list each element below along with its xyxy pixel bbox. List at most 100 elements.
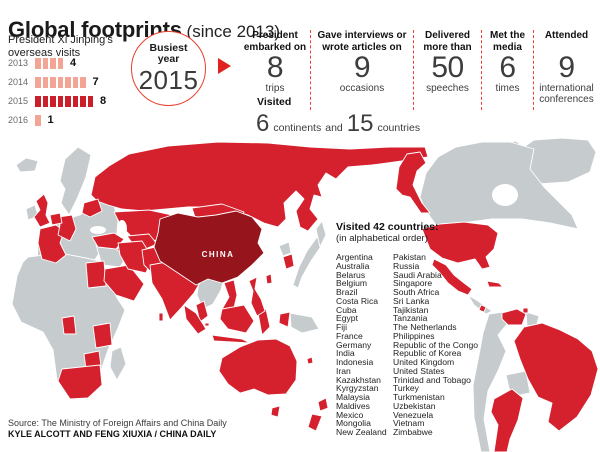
continents-count: 6 — [256, 110, 270, 137]
stat-label: international — [539, 83, 594, 94]
bar-cells — [35, 95, 93, 107]
map-region-south-america-west — [472, 311, 508, 452]
country-item: The Netherlands — [393, 322, 457, 332]
bar-row-2013: 2013 4 — [8, 57, 106, 69]
country-item: Turkey — [393, 383, 419, 394]
map-region-mexico — [431, 258, 473, 296]
country-item: Singapore — [393, 278, 433, 289]
map-region-south-africa — [57, 364, 103, 400]
bar-year-label: 2015 — [8, 96, 29, 106]
country-item: Kyrgyzstan — [336, 383, 379, 394]
country-item: Iran — [336, 365, 351, 376]
map-region-cuba — [486, 280, 504, 288]
arrow-right-icon — [218, 58, 231, 74]
bar-cells — [35, 76, 86, 88]
map-region-malaysia — [195, 300, 209, 323]
map-region-central-america — [467, 294, 493, 315]
busiest-year-badge: Busiest year 2015 — [131, 31, 206, 106]
map-region-new-zealand — [317, 397, 329, 412]
country-item: Malaysia — [336, 392, 370, 402]
bar-cell — [80, 76, 86, 88]
country-item: Tajikistan — [393, 304, 429, 315]
visited-summary: 6 continents and 15 countries — [256, 110, 420, 138]
country-item: Kazakhstan — [336, 374, 381, 385]
stat-label: speeches — [426, 83, 469, 94]
stat-value: 9 — [353, 51, 371, 84]
map-region-trinidad-and-tobago — [522, 307, 529, 314]
bar-cell — [80, 95, 86, 107]
chart-caption: President Xi Jinping's overseas visits — [8, 34, 113, 60]
chart-caption-line1: President Xi Jinping's — [8, 34, 113, 46]
bar-year-label: 2016 — [8, 115, 29, 125]
countries-columns: Argentina Australia Belarus Belgium Brazil Co… — [336, 253, 493, 437]
map-region-venezuela — [501, 308, 527, 326]
bar-year-label: 2014 — [8, 77, 29, 87]
visited-countries-panel: Visited 42 countries: (in alphabetical o… — [336, 221, 493, 437]
world-map — [11, 137, 599, 452]
map-region-iran — [117, 240, 153, 274]
stat-header: Attended — [544, 30, 589, 41]
stats-row: President embarked on 8 trips Gave interv… — [240, 30, 599, 110]
stat-header: Gave interviews or — [317, 30, 407, 41]
busiest-label-line2: year — [157, 53, 180, 65]
map-region-germany — [57, 214, 77, 242]
map-region-china — [153, 210, 265, 286]
map-region-brazil — [513, 322, 599, 432]
bar-cell — [42, 76, 48, 88]
map-region-tanzania — [92, 322, 113, 349]
country-item: South Africa — [393, 287, 440, 297]
stat-value: 6 — [499, 51, 516, 84]
countries-word: countries — [377, 122, 421, 134]
map-region-costa-rica — [478, 304, 487, 313]
bar-cell — [35, 114, 41, 126]
byline-credit: KYLE ALCOTT AND FENG XIUXIA / CHINA DAIL… — [8, 429, 217, 439]
bar-count: 7 — [92, 76, 99, 88]
bar-cell — [65, 76, 71, 88]
country-item: Mexico — [336, 409, 364, 420]
map-region-new-guinea — [289, 312, 320, 334]
busiest-year-value: 2015 — [138, 65, 199, 95]
country-item: Republic of Korea — [393, 348, 462, 359]
country-item: Australia — [336, 260, 370, 271]
country-item: Indonesia — [336, 357, 374, 367]
country-item: Belarus — [336, 269, 366, 280]
bar-row-2016: 2016 1 — [8, 114, 106, 126]
bar-cell — [42, 57, 48, 69]
map-region-philippines — [248, 276, 266, 317]
country-item: United Kingdom — [393, 357, 455, 367]
stat-header: Delivered — [424, 30, 471, 41]
map-region-indonesia-sumatra — [183, 304, 207, 335]
map-region-egypt — [85, 260, 107, 289]
country-item: Vietnam — [393, 418, 425, 429]
map-region-united-kingdom — [33, 193, 51, 228]
country-item: France — [336, 330, 363, 341]
bar-cell — [57, 76, 63, 88]
bar-cell — [35, 57, 41, 69]
map-region-japan — [292, 236, 323, 289]
country-item: Fiji — [336, 322, 347, 332]
map-hudson-bay — [492, 184, 518, 206]
and-word: and — [325, 122, 343, 134]
bar-cell — [57, 57, 63, 69]
map-region-new-zealand — [307, 413, 323, 432]
country-item: Mongolia — [336, 418, 371, 429]
map-region-maldives — [158, 312, 164, 322]
map-seas — [90, 184, 518, 238]
map-region-madagascar — [109, 346, 127, 381]
stat-conferences: Attended 9 international conferences — [533, 30, 599, 110]
country-item: Tanzania — [393, 313, 428, 324]
map-region-south-korea — [282, 253, 295, 270]
map-region-taiwan — [265, 273, 273, 285]
bar-cell — [50, 57, 56, 69]
visited-label: Visited — [257, 96, 292, 108]
country-item: Brazil — [336, 287, 358, 297]
bar-cell — [42, 95, 48, 107]
map-region-tasmania — [270, 405, 281, 418]
title-subtitle: (since 2013) — [181, 21, 281, 41]
map-black-sea — [90, 226, 106, 234]
stat-label: occasions — [339, 83, 385, 94]
country-item: Pakistan — [393, 252, 426, 262]
country-item: Saudi Arabia — [393, 269, 442, 280]
map-region-singapore — [204, 322, 210, 327]
country-item: Costa Rica — [336, 295, 379, 306]
